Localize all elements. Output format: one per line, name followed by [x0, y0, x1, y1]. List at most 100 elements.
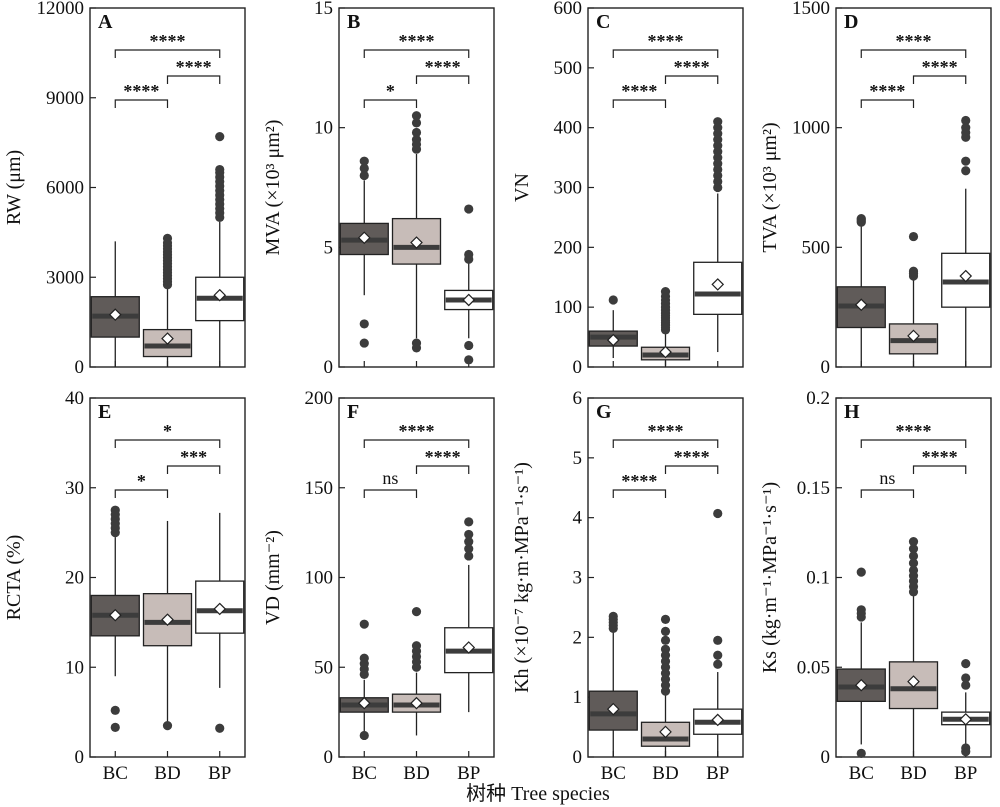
significance-bracket: ****	[114, 81, 169, 108]
outlier-point	[713, 650, 723, 660]
mean-marker	[659, 345, 672, 359]
x-tick-label-bp: BP	[208, 763, 231, 784]
x-tick-label-bd: BD	[900, 763, 926, 784]
outlier-point	[464, 529, 474, 540]
outlier-point	[464, 355, 474, 365]
outlier-point	[660, 614, 671, 624]
mean-marker	[108, 608, 122, 622]
y-tick-label: 5	[573, 448, 583, 469]
outlier-point	[359, 156, 369, 166]
box-bd	[142, 520, 193, 731]
y-axis-label: VD (mm⁻²)	[262, 530, 284, 625]
significance-bracket: ****	[363, 31, 470, 58]
significance-label: ****	[896, 31, 932, 51]
y-tick-label: 10	[65, 657, 84, 678]
significance-bracket: ***	[166, 447, 221, 474]
y-tick-label: 500	[802, 237, 831, 258]
significance-label: ****	[621, 471, 657, 491]
outlier-point	[856, 214, 866, 224]
outlier-point	[961, 115, 971, 126]
mean-marker	[108, 308, 122, 321]
outlier-point	[464, 340, 474, 351]
box-bc	[588, 611, 638, 757]
y-tick-label: 0.2	[806, 388, 830, 409]
outlier-point	[464, 551, 474, 561]
y-tick-label: 0	[75, 357, 85, 378]
x-tick-label-bd: BD	[652, 763, 678, 784]
box-bc	[339, 156, 389, 348]
mean-marker	[213, 288, 227, 302]
outlier-point	[411, 127, 422, 138]
y-tick-label: 300	[554, 178, 583, 199]
y-tick-label: 0	[573, 357, 583, 378]
x-tick-label-bd: BD	[403, 763, 429, 784]
significance-label: ****	[674, 447, 710, 467]
x-tick-label-bp: BP	[706, 763, 729, 784]
bracket-line	[664, 465, 719, 474]
outlier-point	[411, 338, 422, 348]
y-axis-label: RCTA (%)	[3, 535, 25, 621]
box-bc	[588, 295, 638, 359]
box-bc	[836, 567, 886, 759]
y-tick-label: 200	[554, 237, 583, 258]
outlier-point	[359, 730, 369, 741]
significance-label: ****	[648, 421, 684, 441]
bracket-line	[612, 489, 667, 498]
significance-bracket: ****	[860, 31, 967, 58]
box-bp	[693, 117, 743, 353]
x-tick-label-bc: BC	[103, 763, 128, 784]
significance-label: ns	[382, 468, 398, 488]
panel-c: C 0 100 200 300 400 500 600 VN **** **** ****	[511, 0, 744, 378]
y-tick-label: 12000	[37, 0, 85, 19]
y-axis-label: VN	[511, 173, 533, 202]
panel-a: A 0 3000 6000 9000 12000 RW (μm) **** **** ****	[3, 0, 246, 378]
panel-label: C	[596, 11, 610, 33]
x-tick-label-bd: BD	[154, 763, 180, 784]
y-tick-label: 10	[314, 118, 333, 139]
outlier-point	[411, 641, 422, 651]
significance-bracket: ****	[860, 421, 967, 448]
mean-marker	[357, 231, 371, 245]
outlier-point	[464, 517, 474, 527]
box-bp	[941, 659, 991, 757]
outlier-point	[856, 605, 866, 615]
x-tick-label-bc: BC	[352, 763, 377, 784]
mean-marker	[711, 713, 725, 727]
y-tick-label: 0	[75, 747, 85, 768]
outlier-point	[110, 705, 120, 715]
panel-label: H	[844, 401, 860, 423]
significance-label: ****	[621, 81, 657, 101]
outlier-point	[908, 544, 919, 554]
outlier-point	[411, 111, 422, 121]
significance-label: *	[386, 81, 395, 101]
y-tick-label: 20	[65, 568, 84, 589]
significance-bracket: ****	[860, 81, 915, 108]
y-tick-label: 40	[65, 388, 84, 409]
outlier-point	[464, 204, 474, 214]
significance-bracket: ns	[860, 468, 915, 498]
outlier-point	[464, 249, 474, 260]
y-axis-label: TVA (×10³ μm²)	[759, 122, 781, 252]
box-bd	[640, 614, 691, 757]
bracket-line	[912, 465, 967, 474]
significance-label: ****	[922, 447, 958, 467]
significance-bracket: ****	[415, 447, 470, 474]
y-tick-label: 5	[324, 237, 334, 258]
outlier-point	[908, 558, 919, 568]
significance-bracket: ns	[363, 468, 418, 498]
y-tick-label: 3000	[46, 267, 84, 288]
outlier-point	[215, 132, 225, 142]
bracket-line	[860, 49, 967, 58]
box-bc	[90, 505, 140, 732]
y-tick-label: 0.1	[806, 568, 830, 589]
outlier-point	[713, 659, 723, 669]
x-tick-label-bc: BC	[601, 763, 626, 784]
bracket-line	[612, 99, 667, 108]
significance-label: ****	[896, 421, 932, 441]
outlier-point	[162, 720, 173, 731]
significance-bracket: ****	[912, 57, 967, 84]
panel-label: B	[347, 11, 360, 33]
mean-marker	[854, 298, 868, 312]
bracket-line	[860, 99, 915, 108]
